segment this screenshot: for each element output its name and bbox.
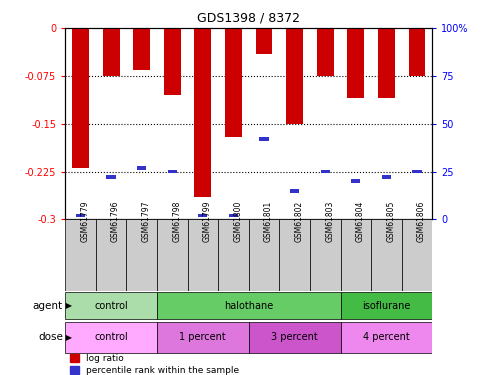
Bar bbox=[409, 28, 426, 76]
Bar bbox=[249, 219, 279, 291]
Text: GDS1398 / 8372: GDS1398 / 8372 bbox=[197, 11, 300, 24]
Bar bbox=[378, 28, 395, 98]
Bar bbox=[218, 219, 249, 291]
Text: GSM61803: GSM61803 bbox=[325, 201, 334, 242]
Bar bbox=[127, 219, 157, 291]
Bar bbox=[279, 219, 310, 291]
Text: halothane: halothane bbox=[224, 301, 273, 310]
Text: isoflurane: isoflurane bbox=[362, 301, 411, 310]
Bar bbox=[259, 137, 269, 141]
Text: control: control bbox=[94, 333, 128, 342]
Text: control: control bbox=[94, 301, 128, 310]
Bar bbox=[187, 219, 218, 291]
Bar bbox=[347, 28, 364, 98]
Bar bbox=[249, 322, 341, 352]
Text: 4 percent: 4 percent bbox=[363, 333, 410, 342]
Bar bbox=[72, 28, 89, 168]
Text: GSM61801: GSM61801 bbox=[264, 201, 273, 242]
Bar bbox=[157, 322, 249, 352]
Bar bbox=[65, 322, 157, 352]
Bar bbox=[65, 219, 96, 291]
Text: GSM61798: GSM61798 bbox=[172, 201, 181, 242]
Text: GSM61804: GSM61804 bbox=[356, 201, 365, 242]
Bar bbox=[76, 214, 85, 217]
Bar bbox=[290, 189, 299, 193]
Bar bbox=[195, 28, 211, 197]
Bar bbox=[229, 214, 238, 217]
Text: GSM61797: GSM61797 bbox=[142, 201, 151, 242]
Bar bbox=[341, 292, 432, 319]
Bar bbox=[412, 170, 422, 174]
Text: dose: dose bbox=[38, 333, 63, 342]
Bar bbox=[168, 170, 177, 174]
Bar bbox=[225, 28, 242, 136]
Text: agent: agent bbox=[33, 301, 63, 310]
Text: GSM61802: GSM61802 bbox=[295, 201, 304, 242]
Text: 1 percent: 1 percent bbox=[180, 333, 226, 342]
Bar bbox=[371, 219, 402, 291]
Bar bbox=[164, 28, 181, 95]
Bar bbox=[106, 176, 116, 179]
Bar bbox=[198, 214, 208, 217]
Bar bbox=[351, 179, 360, 183]
Bar bbox=[286, 28, 303, 124]
Text: ▶: ▶ bbox=[63, 333, 72, 342]
Bar bbox=[402, 219, 432, 291]
Bar bbox=[310, 219, 341, 291]
Bar bbox=[341, 322, 432, 352]
Bar bbox=[65, 292, 157, 319]
Bar bbox=[317, 28, 334, 76]
Text: 3 percent: 3 percent bbox=[271, 333, 318, 342]
Text: GSM61796: GSM61796 bbox=[111, 201, 120, 242]
Bar bbox=[103, 28, 119, 76]
Text: GSM61806: GSM61806 bbox=[417, 201, 426, 242]
Bar bbox=[157, 292, 341, 319]
Bar bbox=[382, 176, 391, 179]
Text: GSM61800: GSM61800 bbox=[233, 201, 242, 242]
Bar bbox=[133, 28, 150, 70]
Text: GSM61799: GSM61799 bbox=[203, 201, 212, 242]
Text: ▶: ▶ bbox=[63, 301, 72, 310]
Text: GSM61779: GSM61779 bbox=[81, 201, 89, 242]
Bar bbox=[256, 28, 272, 54]
Bar bbox=[341, 219, 371, 291]
Legend: log ratio, percentile rank within the sample: log ratio, percentile rank within the sa… bbox=[70, 354, 239, 375]
Bar bbox=[157, 219, 187, 291]
Bar bbox=[137, 166, 146, 170]
Bar bbox=[321, 170, 330, 174]
Bar bbox=[96, 219, 127, 291]
Text: GSM61805: GSM61805 bbox=[386, 201, 396, 242]
